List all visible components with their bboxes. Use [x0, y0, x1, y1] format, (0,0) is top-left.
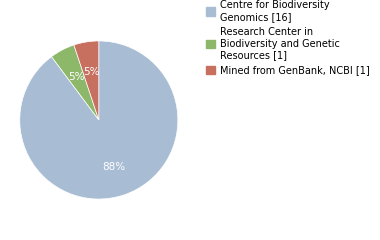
Wedge shape: [52, 45, 99, 120]
Text: 5%: 5%: [83, 67, 99, 77]
Text: 88%: 88%: [103, 162, 126, 172]
Text: 5%: 5%: [68, 72, 84, 82]
Legend: Centre for Biodiversity
Genomics [16], Research Center in
Biodiversity and Genet: Centre for Biodiversity Genomics [16], R…: [206, 0, 369, 76]
Wedge shape: [20, 41, 178, 199]
Wedge shape: [74, 41, 99, 120]
